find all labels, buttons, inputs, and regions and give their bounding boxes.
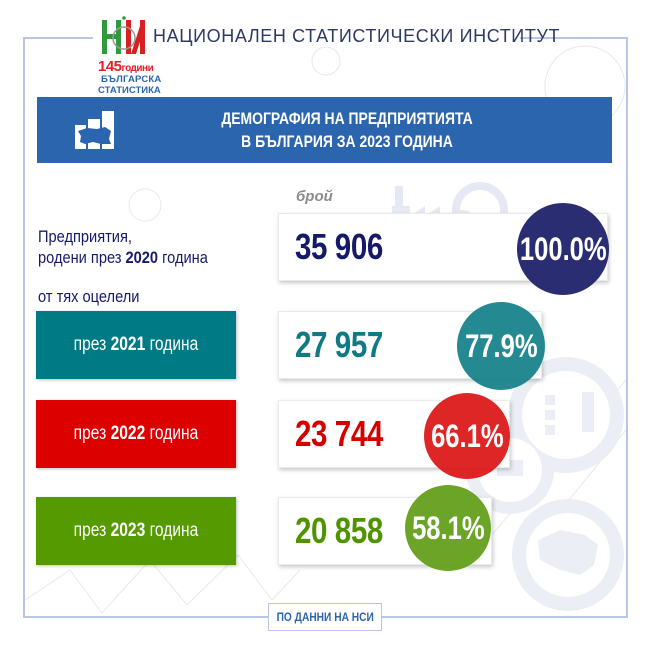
born-percent: 100.0%	[519, 230, 607, 267]
year-prefix: през	[73, 520, 111, 541]
page-title: ДЕМОГРАФИЯ НА ПРЕДПРИЯТИЯТА В БЪЛГАРИЯ З…	[147, 107, 547, 153]
born-percent-circle: 100.0%	[517, 203, 609, 295]
year-suffix: година	[145, 520, 199, 541]
year-label-2021: през 2021 година	[74, 334, 199, 356]
survived-label: от тях оцелели	[38, 287, 140, 306]
frame-border-top-right	[520, 37, 628, 39]
gears-watermark	[466, 357, 624, 611]
year-box-2021: през 2021 година	[36, 311, 236, 379]
year-suffix: година	[145, 334, 199, 355]
frame-border-right	[626, 37, 628, 617]
born-label-year: 2020	[125, 248, 159, 267]
title-line1: ДЕМОГРАФИЯ НА ПРЕДПРИЯТИЯТА	[221, 109, 473, 128]
nsi-logo: 145години БЪЛГАРСКА СТАТИСТИКА	[98, 14, 161, 96]
year-prefix: през	[73, 334, 111, 355]
value-2023: 20 858	[295, 510, 383, 551]
source-badge: ПО ДАННИ НА НСИ	[268, 603, 382, 631]
year-prefix: през	[73, 423, 111, 444]
born-label: Предприятия, родени през 2020 година	[38, 226, 236, 268]
born-value: 35 906	[295, 226, 383, 267]
frame-border-bottom-right	[381, 616, 628, 618]
year-suffix: година	[145, 423, 199, 444]
year-box-2023: през 2023 година	[36, 497, 236, 565]
title-line2: В БЪЛГАРИЯ ЗА 2023 ГОДИНА	[241, 132, 453, 151]
frame-border-bottom-left	[23, 616, 269, 618]
year-number: 2021	[110, 334, 146, 355]
org-name: НАЦИОНАЛЕН СТАТИСТИЧЕСКИ ИНСТИТУТ	[153, 26, 561, 46]
source-text: ПО ДАННИ НА НСИ	[276, 610, 374, 624]
percent-2022: 66.1%	[430, 417, 504, 454]
percent-circle-2023: 58.1%	[405, 485, 491, 571]
year-box-2022: през 2022 година	[36, 400, 236, 468]
unit-label: брой	[296, 188, 333, 205]
born-label-line1: Предприятия,	[38, 227, 132, 246]
year-label-2023: през 2023 година	[74, 520, 199, 542]
percent-2023: 58.1%	[411, 509, 485, 546]
percent-circle-2021: 77.9%	[457, 302, 545, 390]
frame-border-top-left	[23, 37, 93, 39]
logo-years-word: години	[121, 63, 154, 74]
year-number: 2022	[110, 423, 146, 444]
logo-line2: СТАТИСТИКА	[98, 85, 161, 96]
title-banner: ДЕМОГРАФИЯ НА ПРЕДПРИЯТИЯТА В БЪЛГАРИЯ З…	[37, 97, 612, 163]
nsi-logo-mark-icon	[102, 16, 145, 54]
value-2021: 27 957	[295, 324, 383, 365]
logo-anniversary: 145години	[98, 58, 154, 75]
born-label-suffix: година	[158, 248, 208, 267]
percent-2021: 77.9%	[464, 327, 538, 364]
year-label-2022: през 2022 година	[74, 423, 199, 445]
frame-border-left	[23, 37, 25, 617]
logo-years-number: 145	[98, 58, 122, 75]
logo-line1: БЪЛГАРСКА	[101, 74, 162, 85]
born-label-line2: родени през 2020 година	[38, 247, 208, 268]
value-2022: 23 744	[295, 413, 383, 454]
year-number: 2023	[110, 520, 146, 541]
percent-circle-2022: 66.1%	[424, 393, 510, 479]
born-label-prefix: родени през	[38, 248, 126, 267]
bulgaria-bar-chart-icon	[75, 111, 114, 149]
